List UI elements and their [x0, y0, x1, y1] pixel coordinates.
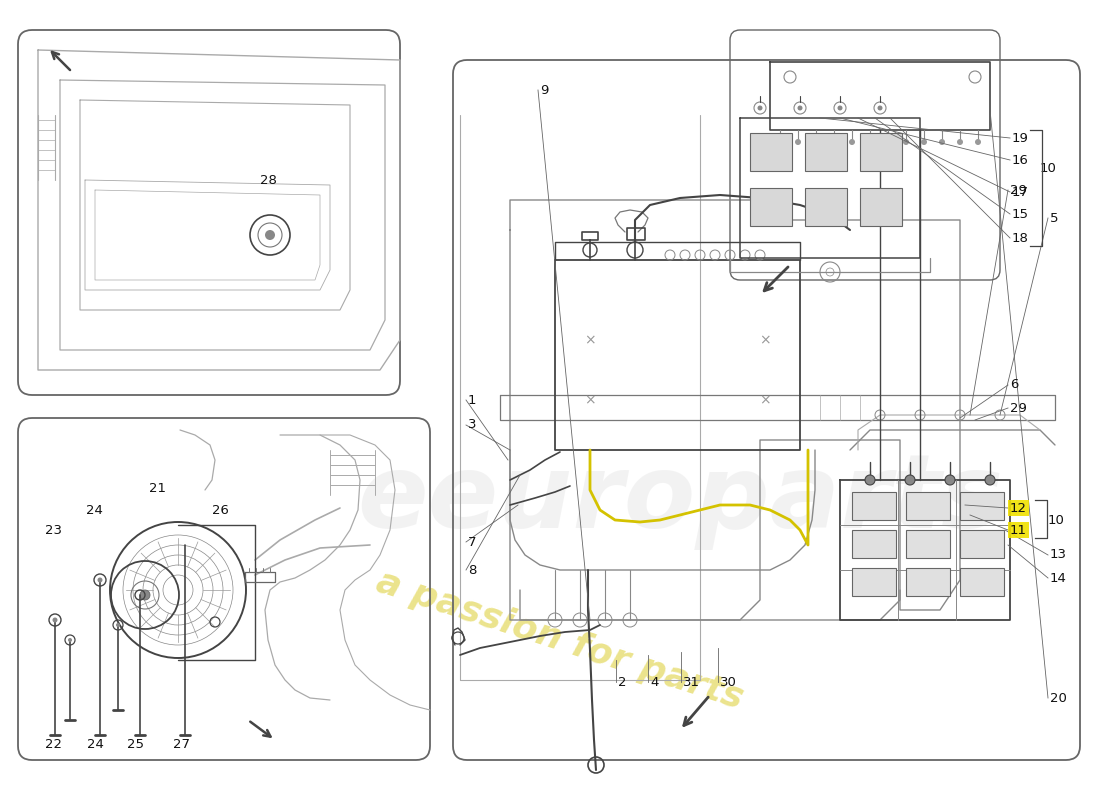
Bar — [906, 492, 950, 520]
Text: 25: 25 — [128, 738, 144, 751]
Text: 9: 9 — [540, 83, 549, 97]
Text: 11: 11 — [1010, 523, 1027, 537]
Text: 20: 20 — [1050, 691, 1067, 705]
Bar — [852, 530, 896, 558]
Bar — [860, 133, 902, 171]
Text: 29: 29 — [1010, 183, 1027, 197]
Circle shape — [53, 618, 57, 622]
Circle shape — [837, 106, 843, 110]
Circle shape — [758, 106, 762, 110]
Text: 10: 10 — [1040, 162, 1057, 174]
Text: 16: 16 — [1012, 154, 1028, 166]
Text: 15: 15 — [1012, 207, 1028, 221]
Text: ×: × — [759, 333, 771, 347]
Text: 17: 17 — [1012, 186, 1028, 198]
Circle shape — [903, 139, 909, 145]
Text: 5: 5 — [1050, 211, 1058, 225]
Circle shape — [140, 590, 150, 600]
Text: 26: 26 — [211, 503, 229, 517]
Bar — [960, 492, 1004, 520]
Text: 13: 13 — [1050, 549, 1067, 562]
Circle shape — [830, 139, 837, 145]
Circle shape — [849, 139, 855, 145]
Circle shape — [777, 139, 783, 145]
Text: 24: 24 — [86, 503, 102, 517]
Text: 11: 11 — [1010, 523, 1027, 537]
Circle shape — [939, 139, 945, 145]
Bar — [906, 568, 950, 596]
Circle shape — [905, 475, 915, 485]
Text: 21: 21 — [150, 482, 166, 494]
Bar — [960, 530, 1004, 558]
Text: 31: 31 — [683, 675, 700, 689]
Text: ×: × — [584, 393, 596, 407]
Circle shape — [878, 106, 882, 110]
Circle shape — [798, 106, 803, 110]
Circle shape — [984, 475, 996, 485]
Text: ×: × — [584, 333, 596, 347]
Circle shape — [957, 139, 962, 145]
Bar — [805, 133, 847, 171]
Circle shape — [867, 139, 873, 145]
Bar — [805, 188, 847, 226]
Text: eeuroparts: eeuroparts — [356, 450, 1003, 550]
Circle shape — [813, 139, 820, 145]
Text: a passion for parts: a passion for parts — [372, 565, 748, 715]
Text: 18: 18 — [1012, 231, 1028, 245]
Bar — [852, 568, 896, 596]
Circle shape — [116, 623, 120, 627]
Bar — [906, 530, 950, 558]
Circle shape — [975, 139, 981, 145]
Circle shape — [921, 139, 927, 145]
Text: 22: 22 — [45, 738, 63, 751]
Bar — [852, 492, 896, 520]
Text: 6: 6 — [1010, 378, 1019, 391]
Circle shape — [98, 578, 102, 582]
Text: 10: 10 — [1048, 514, 1065, 526]
Text: 29: 29 — [1010, 402, 1027, 414]
Circle shape — [945, 475, 955, 485]
Text: 12: 12 — [1010, 502, 1027, 514]
Text: 1: 1 — [468, 394, 476, 406]
Circle shape — [865, 475, 874, 485]
Text: 30: 30 — [720, 675, 737, 689]
Text: 7: 7 — [468, 535, 476, 549]
Text: ×: × — [759, 393, 771, 407]
Text: 12: 12 — [1010, 502, 1027, 514]
Text: 19: 19 — [1012, 131, 1028, 145]
Text: 2: 2 — [618, 675, 627, 689]
Text: 23: 23 — [45, 523, 63, 537]
Text: 4: 4 — [650, 675, 659, 689]
Bar — [750, 133, 792, 171]
Bar — [860, 188, 902, 226]
Text: 27: 27 — [174, 738, 190, 751]
Bar — [750, 188, 792, 226]
Text: 28: 28 — [260, 174, 276, 186]
Text: 14: 14 — [1050, 571, 1067, 585]
Circle shape — [886, 139, 891, 145]
Text: 24: 24 — [87, 738, 103, 751]
Circle shape — [265, 230, 275, 240]
Circle shape — [68, 638, 72, 642]
Circle shape — [795, 139, 801, 145]
Text: 8: 8 — [468, 563, 476, 577]
Bar — [960, 568, 1004, 596]
Text: 3: 3 — [468, 418, 476, 431]
